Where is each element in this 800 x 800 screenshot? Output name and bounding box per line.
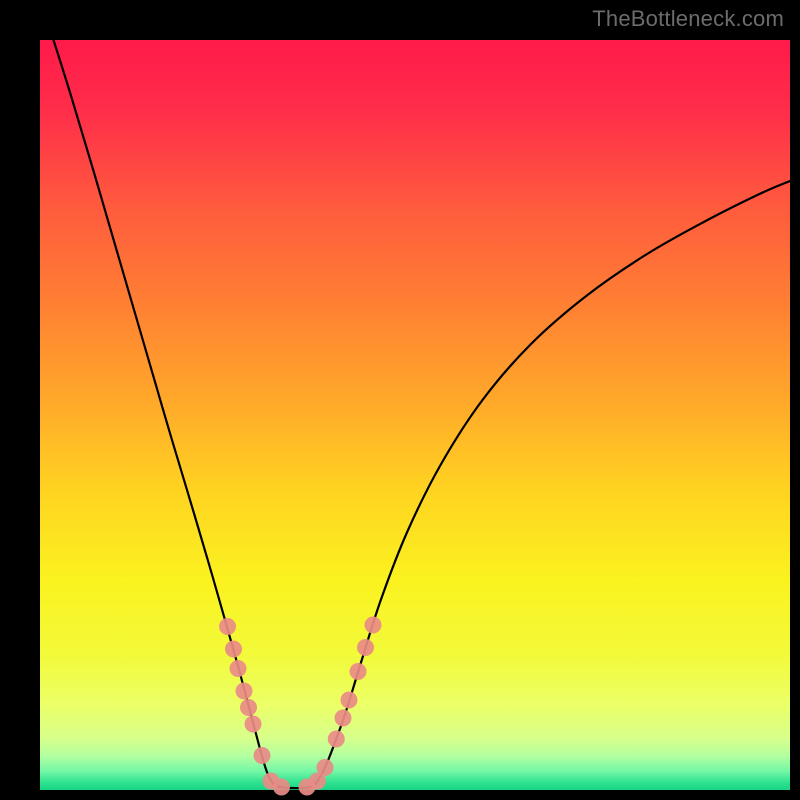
plot-svg [40,40,790,790]
data-marker [273,779,290,796]
data-marker [230,660,247,677]
data-marker [254,747,271,764]
chart-stage: TheBottleneck.com [0,0,800,800]
data-marker [350,663,367,680]
data-marker [225,641,242,658]
watermark-text: TheBottleneck.com [592,6,784,32]
data-marker [328,731,345,748]
bottleneck-curve [54,40,791,788]
data-marker [317,759,334,776]
data-marker [219,618,236,635]
plot-area [40,40,790,790]
data-marker [245,716,262,733]
data-marker [240,699,257,716]
data-marker [341,692,358,709]
data-marker [365,617,382,634]
data-marker [236,683,253,700]
data-marker [357,639,374,656]
data-marker [335,710,352,727]
